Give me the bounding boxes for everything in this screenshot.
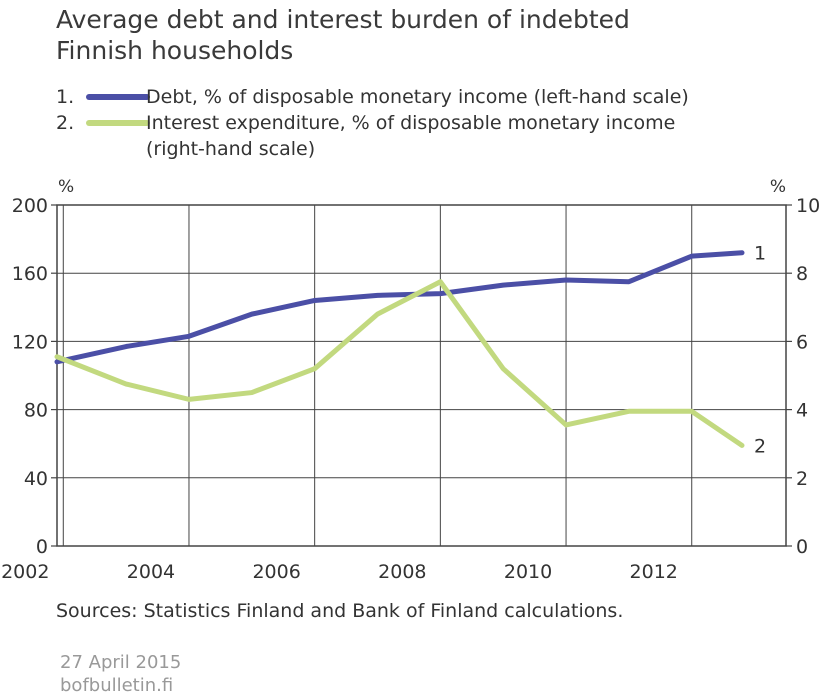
y-left-tick-label: 160	[12, 263, 48, 285]
x-tick-label: 2010	[504, 561, 552, 583]
y-right-unit: %	[770, 177, 786, 197]
y-right-tick-label: 6	[796, 331, 808, 353]
y-left-tick-label: 80	[24, 400, 48, 422]
series-line-2	[54, 279, 745, 448]
y-left-tick-label: 200	[12, 195, 48, 217]
legend-swatch-interest	[86, 120, 150, 126]
site-name: bofbulletin.fi	[60, 675, 174, 696]
y-left-tick-label: 0	[36, 536, 48, 558]
y-right-tick-label: 10	[796, 195, 820, 217]
y-right-tick-label: 2	[796, 468, 808, 490]
series-line-1	[54, 250, 745, 365]
series-end-label-1: 1	[754, 243, 766, 265]
series-end-label-2: 2	[754, 435, 766, 457]
legend-number-2: 2.	[56, 112, 75, 134]
y-left-tick-label: 40	[24, 468, 48, 490]
y-right-tick-label: 0	[796, 536, 808, 558]
x-tick-label: 2008	[378, 561, 426, 583]
chart-title: Average debt and interest burden of inde…	[56, 4, 796, 66]
y-right-tick-label: 4	[796, 400, 808, 422]
legend-swatch-debt	[86, 94, 150, 100]
legend-label-interest: Interest expenditure, % of disposable mo…	[146, 112, 676, 134]
y-left-unit: %	[58, 177, 74, 197]
legend-label-debt: Debt, % of disposable monetary income (l…	[146, 86, 689, 108]
publication-date: 27 April 2015	[60, 652, 182, 673]
legend-number-1: 1.	[56, 86, 75, 108]
y-right-tick-label: 8	[796, 263, 808, 285]
sources-note: Sources: Statistics Finland and Bank of …	[56, 600, 624, 622]
x-tick-label: 2004	[127, 561, 175, 583]
chart-title-line-2: Finnish households	[56, 36, 294, 65]
x-tick-label: 2002	[1, 561, 49, 583]
chart-title-line-1: Average debt and interest burden of inde…	[56, 5, 630, 34]
plot-frame	[56, 204, 787, 547]
x-tick-label: 2006	[252, 561, 300, 583]
x-tick-label: 2012	[630, 561, 678, 583]
legend-label-interest-cont: (right-hand scale)	[146, 138, 316, 160]
y-left-tick-label: 120	[12, 331, 48, 353]
